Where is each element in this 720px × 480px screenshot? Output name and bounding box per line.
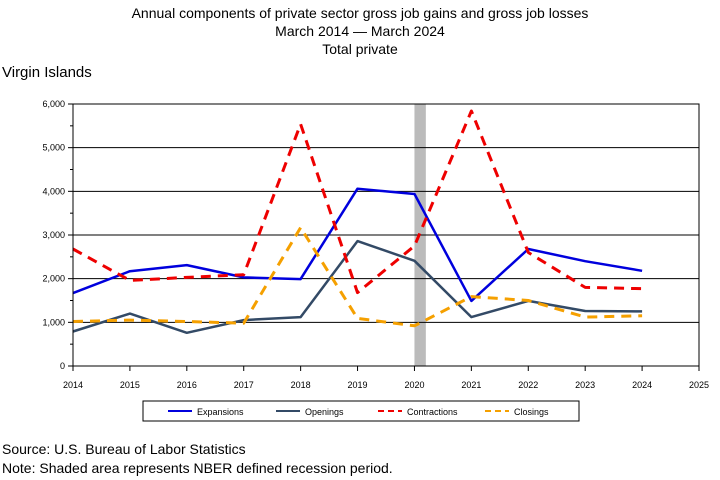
legend-label-expansions: Expansions bbox=[197, 407, 244, 417]
x-tick-label: 2021 bbox=[461, 380, 481, 390]
y-tick-label: 6,000 bbox=[42, 99, 65, 109]
x-tick-label: 2015 bbox=[120, 380, 140, 390]
chart-series-label: Total private bbox=[322, 41, 398, 57]
series-contractions-line bbox=[72, 109, 643, 295]
region-label: Virgin Islands bbox=[2, 64, 92, 81]
x-tick-label: 2020 bbox=[404, 380, 424, 390]
y-axis-labels: 0 1,000 2,000 3,000 4,000 5,000 6,000 bbox=[42, 99, 65, 371]
legend-label-closings: Closings bbox=[514, 407, 549, 417]
source-note: Source: U.S. Bureau of Labor Statistics bbox=[2, 441, 246, 457]
x-tick-label: 2019 bbox=[348, 380, 368, 390]
legend-label-openings: Openings bbox=[305, 407, 344, 417]
plot-frame bbox=[72, 103, 700, 367]
recession-note: Note: Shaded area represents NBER define… bbox=[2, 460, 393, 476]
legend-box bbox=[142, 400, 580, 422]
y-tick-label: 0 bbox=[60, 361, 65, 371]
series-openings-line bbox=[72, 239, 643, 335]
x-tick-label: 2014 bbox=[63, 380, 83, 390]
grid-lines bbox=[68, 103, 700, 371]
y-tick-label: 2,000 bbox=[42, 274, 65, 284]
chart-title: Annual components of private sector gros… bbox=[131, 5, 589, 21]
y-tick-label: 5,000 bbox=[42, 143, 65, 153]
x-tick-label: 2024 bbox=[632, 380, 652, 390]
y-tick-label: 1,000 bbox=[42, 317, 65, 327]
series-closings-line bbox=[72, 226, 643, 328]
x-tick-label: 2018 bbox=[291, 380, 311, 390]
series-expansions-line bbox=[72, 187, 643, 303]
legend-label-contractions: Contractions bbox=[407, 407, 458, 417]
chart-subtitle: March 2014 — March 2024 bbox=[275, 23, 445, 39]
series-lines bbox=[72, 109, 643, 335]
legend: Expansions Openings Contractions Closings bbox=[142, 400, 580, 422]
y-tick-label: 4,000 bbox=[42, 186, 65, 196]
x-tick-label: 2016 bbox=[177, 380, 197, 390]
y-tick-label: 3,000 bbox=[42, 230, 65, 240]
x-tick-label: 2023 bbox=[575, 380, 595, 390]
x-tick-label: 2022 bbox=[518, 380, 538, 390]
x-tick-label: 2017 bbox=[234, 380, 254, 390]
x-axis-labels: 2014 2015 2016 2017 2018 2019 2020 2021 2022 2023… bbox=[63, 380, 709, 390]
x-tick-label: 2025 bbox=[689, 380, 709, 390]
